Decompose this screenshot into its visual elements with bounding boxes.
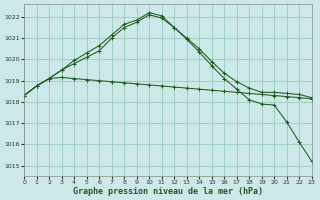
X-axis label: Graphe pression niveau de la mer (hPa): Graphe pression niveau de la mer (hPa)	[73, 187, 263, 196]
